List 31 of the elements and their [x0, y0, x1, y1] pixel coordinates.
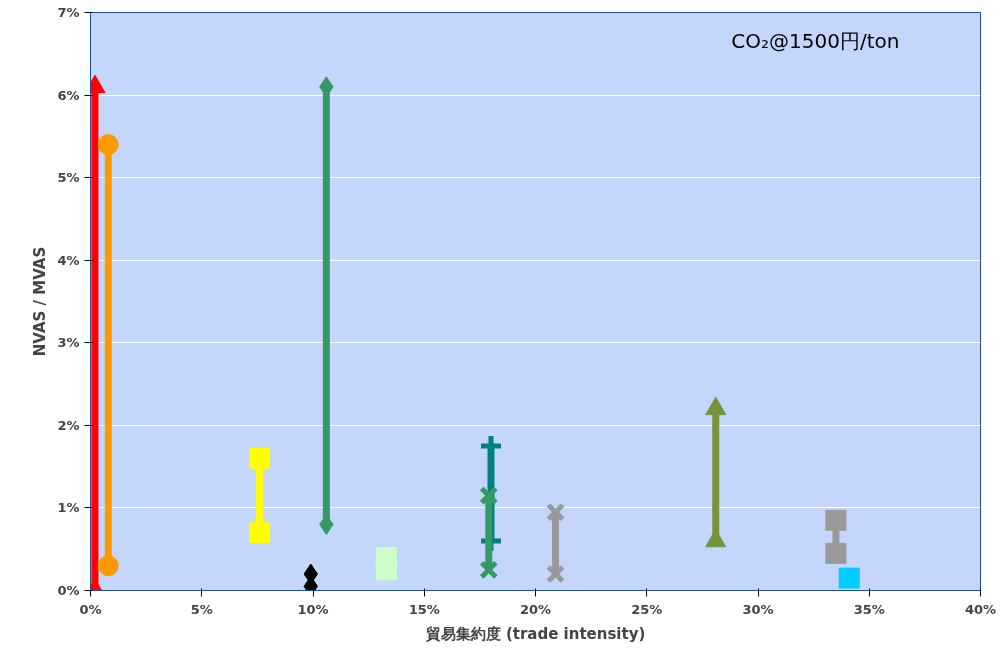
point [545, 564, 566, 584]
point [479, 485, 499, 506]
annotation: CO₂@1500円/ton [731, 28, 900, 53]
x-tick-label: 40% [964, 601, 997, 617]
point [479, 560, 499, 580]
y-tick-label: 1% [57, 500, 80, 516]
x-axis-title: 貿易集約度 (trade intensity) [424, 624, 646, 643]
y-tick-label: 0% [57, 583, 80, 598]
y-tick-label: 3% [57, 335, 80, 351]
point [97, 134, 119, 156]
point [545, 502, 566, 522]
point [825, 542, 847, 564]
point [838, 567, 860, 589]
x-tick-label: 0% [79, 601, 102, 617]
point [249, 522, 271, 544]
x-tick-label: 25% [631, 601, 663, 617]
y-axis-title: NVAS / MVAS [31, 246, 50, 357]
x-tick-label: 10% [297, 601, 329, 617]
y-tick-label: 2% [57, 417, 80, 433]
y-tick-label: 5% [57, 170, 80, 186]
x-tick-label: 30% [742, 601, 774, 617]
x-tick-label: 35% [853, 601, 885, 617]
point [249, 447, 271, 469]
y-tick-label: 6% [57, 87, 80, 103]
x-tick-label: 20% [519, 601, 552, 617]
x-tick-label: 5% [190, 601, 213, 617]
point [825, 509, 847, 531]
y-tick-label: 7% [57, 5, 80, 20]
x-tick-label: 15% [408, 601, 440, 617]
point [97, 555, 119, 577]
y-tick-label: 4% [57, 252, 80, 268]
